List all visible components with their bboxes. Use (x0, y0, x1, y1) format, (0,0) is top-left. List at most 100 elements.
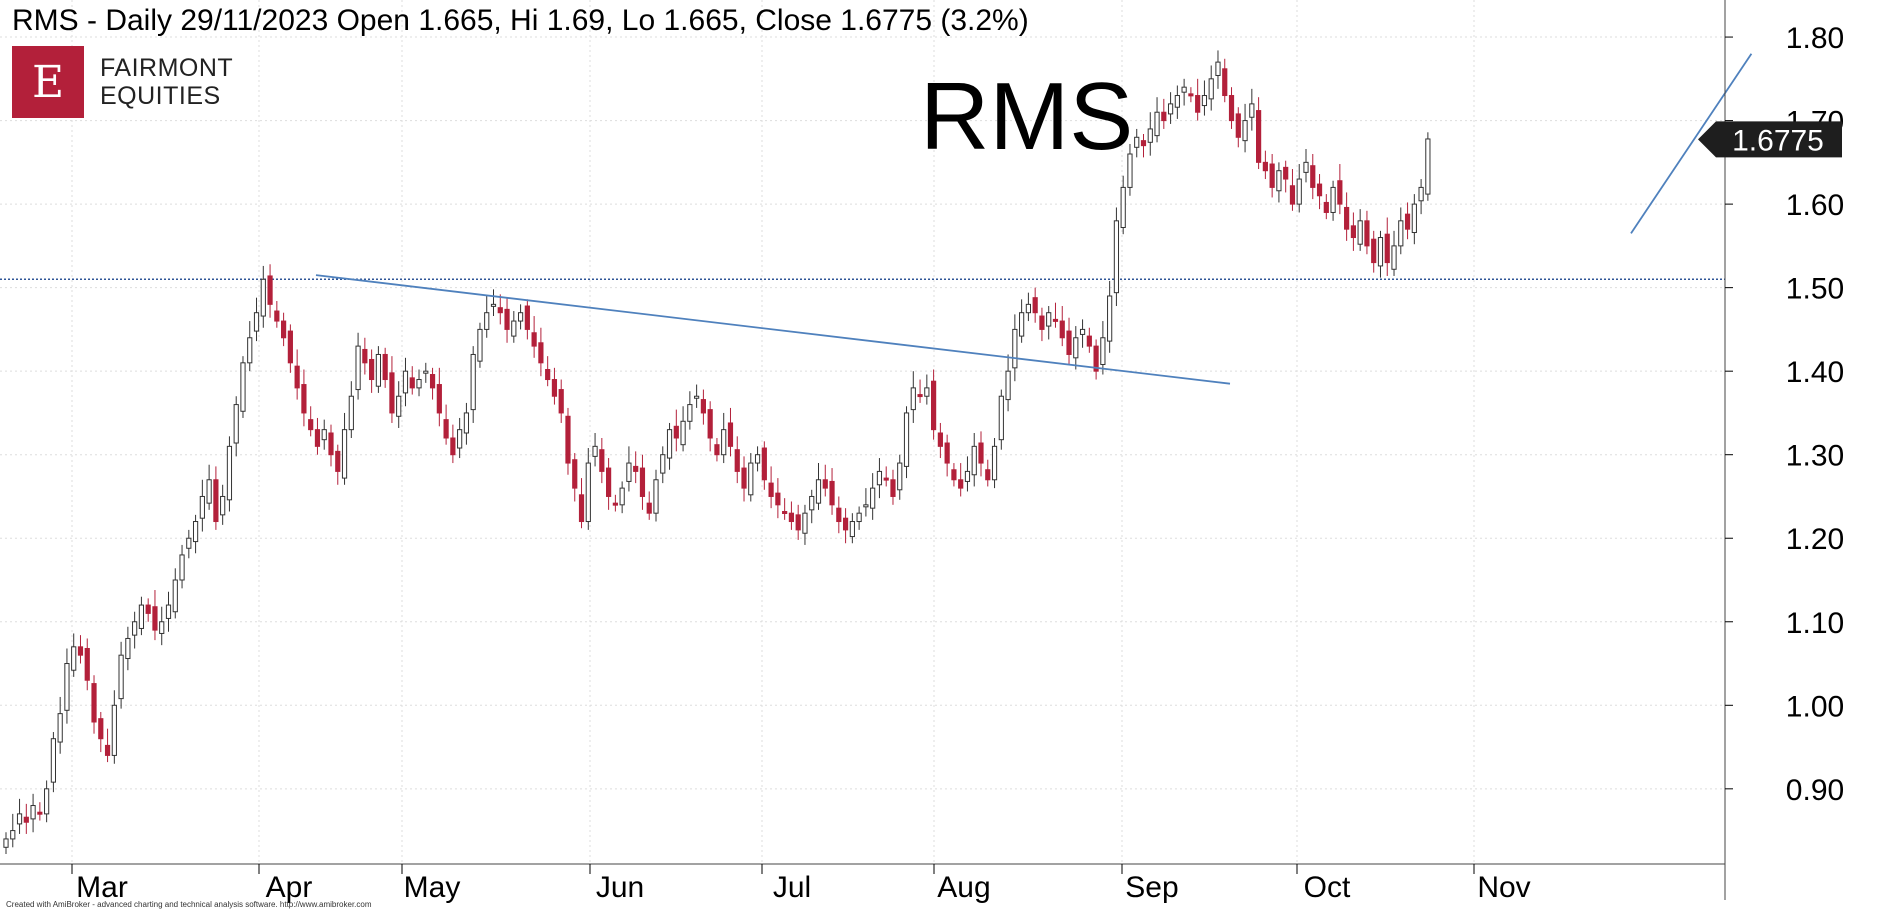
candle-body (186, 537, 192, 549)
candle-body (152, 606, 158, 631)
candle (1330, 180, 1336, 221)
candle (985, 459, 991, 487)
candle-body (606, 467, 612, 497)
candle-body (910, 387, 916, 411)
candle-body (369, 358, 375, 381)
last-price-badge (1698, 121, 1842, 158)
logo-line1: FAIRMONT (100, 54, 234, 82)
last-price-marker: 1.6775 (1698, 121, 1842, 158)
candle-body (37, 811, 43, 815)
footer-credit: Created with AmiBroker - advanced charti… (6, 900, 372, 909)
candle-body (565, 415, 571, 464)
candle (423, 362, 429, 383)
candle-body (206, 479, 212, 504)
candle-body (457, 429, 463, 449)
candle (660, 446, 666, 484)
candle-body (1100, 337, 1106, 365)
candle-body (341, 429, 348, 479)
candle-body (260, 278, 266, 317)
candle-body (1195, 95, 1201, 113)
candle-body (917, 394, 923, 398)
candle-body (1052, 318, 1059, 322)
candle (335, 444, 341, 485)
candle-body (836, 507, 842, 523)
candle-body (558, 389, 564, 414)
candle-body (1371, 238, 1377, 264)
candle (633, 451, 639, 484)
candle (37, 802, 43, 821)
x-tick-label: Jul (773, 871, 811, 904)
candle-body (1120, 186, 1126, 229)
candle (748, 453, 754, 502)
candle (788, 501, 795, 530)
candle-body (1384, 233, 1390, 264)
candle-body (646, 502, 652, 514)
candle (795, 504, 801, 540)
candle-body (1134, 136, 1140, 148)
candle-body (1073, 337, 1079, 359)
candle-body (1330, 186, 1336, 213)
candle-body (362, 348, 368, 364)
candle (1364, 210, 1370, 255)
logo: E FAIRMONT EQUITIES (12, 46, 234, 118)
candle-body (463, 412, 470, 434)
x-tick-label: Aug (937, 871, 990, 904)
candle-body (822, 479, 828, 489)
candle (1289, 169, 1296, 211)
candle (497, 294, 503, 325)
candle (118, 641, 124, 709)
candle (694, 384, 700, 408)
x-tick-label: Nov (1477, 871, 1530, 904)
grid-lines (0, 0, 1725, 864)
candle-body (321, 429, 327, 441)
candle (1019, 299, 1025, 343)
candle-body (1316, 183, 1323, 197)
candle (1066, 317, 1072, 365)
candle (1059, 306, 1065, 347)
candle-body (436, 384, 442, 414)
candle (1276, 162, 1282, 203)
candle-body (247, 337, 253, 364)
candle-body (281, 320, 287, 339)
candle-body (1025, 303, 1031, 314)
candle-body (727, 422, 734, 447)
candle (1323, 194, 1329, 220)
candle (782, 498, 788, 520)
candle-body (1059, 320, 1065, 339)
candle-body (443, 419, 449, 439)
candle (199, 479, 205, 532)
candle-body (1344, 206, 1350, 230)
candle-body (829, 480, 835, 506)
candle (978, 431, 984, 477)
candle-body (450, 437, 456, 456)
candle-body (849, 521, 855, 538)
candle-body (985, 469, 991, 481)
candle (240, 356, 246, 418)
candle (396, 381, 402, 428)
candle-body (301, 384, 307, 414)
candle (1357, 209, 1363, 251)
candle (714, 438, 720, 462)
candle (734, 436, 740, 484)
candle (145, 598, 151, 622)
candle-body (1079, 328, 1086, 335)
candle-body (50, 738, 56, 783)
candle (511, 311, 517, 343)
candle (281, 312, 287, 347)
candle (565, 407, 571, 475)
candle (1215, 50, 1221, 89)
candle-body (517, 312, 524, 322)
candle (538, 327, 544, 377)
candle (1384, 217, 1390, 276)
candle-body (599, 449, 605, 472)
candle-body (375, 353, 381, 387)
candle-body (734, 449, 740, 472)
candle-body (416, 379, 422, 389)
candle (741, 456, 747, 502)
candle (138, 596, 145, 636)
candle (1242, 103, 1248, 153)
candle (849, 513, 855, 544)
candle-body (1019, 312, 1025, 337)
candle-body (1235, 113, 1241, 138)
